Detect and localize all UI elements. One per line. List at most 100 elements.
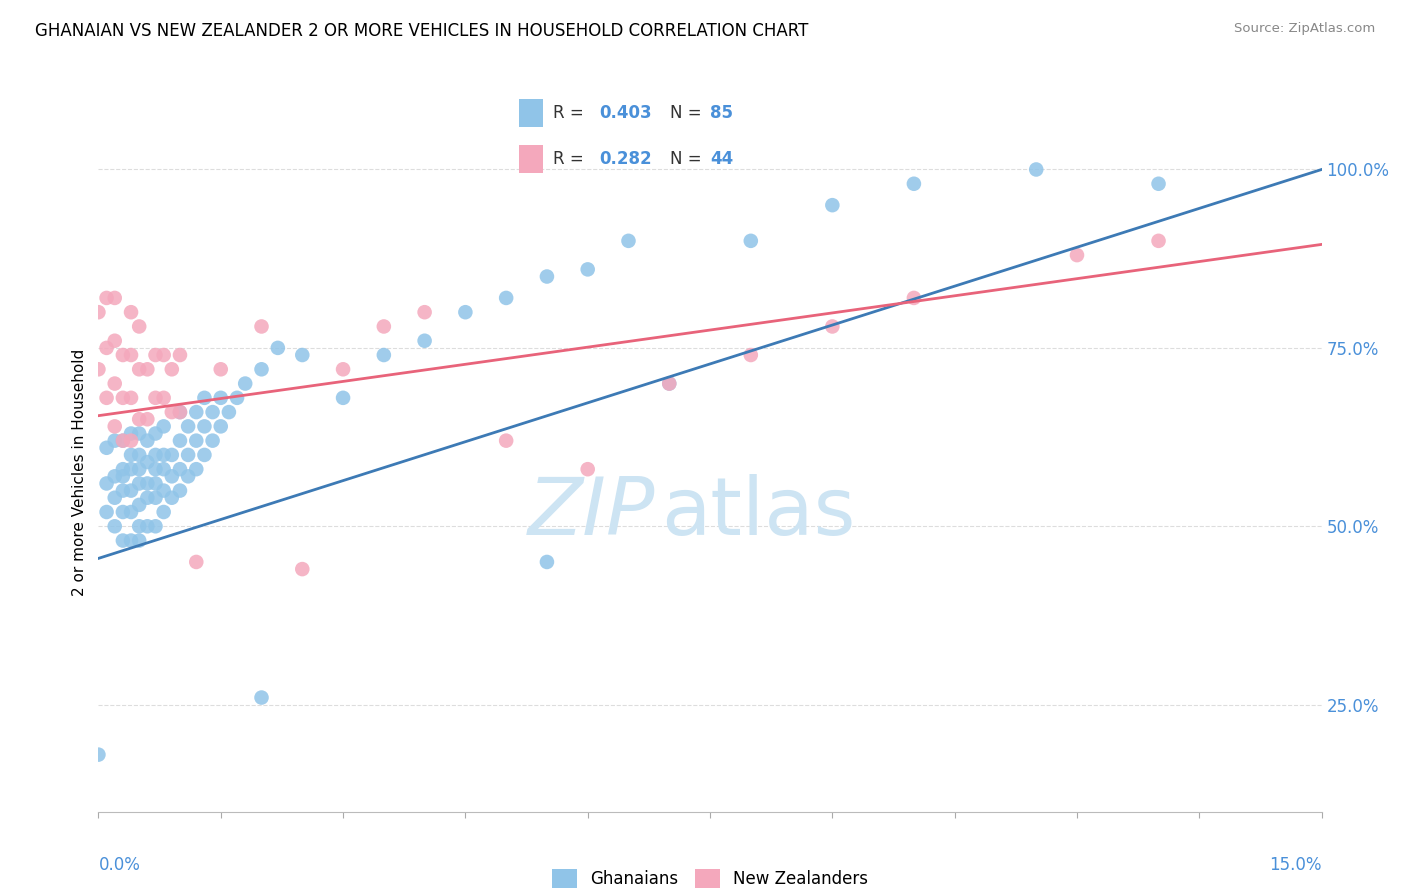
Point	[536, 269, 558, 284]
Point	[136, 476, 159, 491]
Point	[250, 690, 273, 705]
Point	[250, 319, 273, 334]
Point	[145, 476, 167, 491]
Text: R =: R =	[553, 151, 589, 169]
Point	[218, 405, 240, 419]
Point	[177, 419, 200, 434]
Point	[128, 533, 150, 548]
Point	[136, 491, 159, 505]
Point	[120, 426, 142, 441]
Point	[160, 362, 183, 376]
Point	[332, 391, 354, 405]
Point	[740, 234, 762, 248]
Point	[136, 519, 159, 533]
Point	[145, 491, 167, 505]
Point	[160, 491, 183, 505]
Point	[120, 305, 142, 319]
Point	[111, 348, 134, 362]
Point	[120, 533, 142, 548]
Point	[617, 234, 640, 248]
FancyBboxPatch shape	[519, 98, 543, 127]
Point	[177, 469, 200, 483]
Point	[152, 448, 174, 462]
Text: 0.0%: 0.0%	[98, 856, 141, 874]
Point	[128, 426, 150, 441]
Point	[740, 348, 762, 362]
Point	[209, 419, 232, 434]
Point	[193, 448, 215, 462]
Point	[413, 305, 436, 319]
Point	[160, 405, 183, 419]
Point	[186, 555, 208, 569]
Point	[120, 505, 142, 519]
Point	[111, 434, 134, 448]
Text: atlas: atlas	[661, 475, 855, 552]
Point	[152, 505, 174, 519]
Point	[145, 462, 167, 476]
Point	[903, 177, 925, 191]
Point	[152, 391, 174, 405]
Point	[145, 519, 167, 533]
Point	[821, 319, 844, 334]
Point	[495, 291, 517, 305]
Point	[136, 362, 159, 376]
Point	[152, 462, 174, 476]
Point	[209, 362, 232, 376]
Point	[169, 405, 191, 419]
Point	[104, 491, 127, 505]
Point	[152, 419, 174, 434]
Point	[267, 341, 290, 355]
Point	[186, 434, 208, 448]
Legend: Ghanaians, New Zealanders: Ghanaians, New Zealanders	[546, 863, 875, 892]
Point	[111, 434, 134, 448]
Point	[658, 376, 681, 391]
Point	[111, 469, 134, 483]
Point	[136, 434, 159, 448]
Point	[120, 462, 142, 476]
Point	[291, 348, 314, 362]
Point	[128, 519, 150, 533]
Point	[1147, 234, 1170, 248]
Point	[87, 305, 110, 319]
Point	[104, 519, 127, 533]
Point	[1147, 177, 1170, 191]
Point	[177, 448, 200, 462]
Point	[152, 483, 174, 498]
Point	[201, 405, 224, 419]
Point	[1025, 162, 1047, 177]
Point	[903, 291, 925, 305]
Point	[169, 483, 191, 498]
Text: GHANAIAN VS NEW ZEALANDER 2 OR MORE VEHICLES IN HOUSEHOLD CORRELATION CHART: GHANAIAN VS NEW ZEALANDER 2 OR MORE VEHI…	[35, 22, 808, 40]
Point	[169, 348, 191, 362]
Y-axis label: 2 or more Vehicles in Household: 2 or more Vehicles in Household	[72, 349, 87, 597]
Point	[96, 341, 118, 355]
Point	[152, 348, 174, 362]
Point	[454, 305, 477, 319]
Point	[87, 362, 110, 376]
Point	[658, 376, 681, 391]
Point	[576, 462, 599, 476]
Point	[169, 405, 191, 419]
Point	[111, 391, 134, 405]
Point	[193, 391, 215, 405]
Point	[120, 391, 142, 405]
Point	[201, 434, 224, 448]
Point	[145, 391, 167, 405]
Point	[104, 334, 127, 348]
Text: 15.0%: 15.0%	[1270, 856, 1322, 874]
Point	[209, 391, 232, 405]
Text: 44: 44	[710, 151, 734, 169]
Point	[104, 469, 127, 483]
Point	[120, 448, 142, 462]
Point	[136, 412, 159, 426]
Point	[160, 448, 183, 462]
Point	[120, 434, 142, 448]
Point	[536, 555, 558, 569]
Point	[226, 391, 249, 405]
Point	[96, 441, 118, 455]
FancyBboxPatch shape	[519, 145, 543, 173]
Point	[250, 362, 273, 376]
Point	[96, 391, 118, 405]
Point	[169, 434, 191, 448]
Point	[104, 434, 127, 448]
